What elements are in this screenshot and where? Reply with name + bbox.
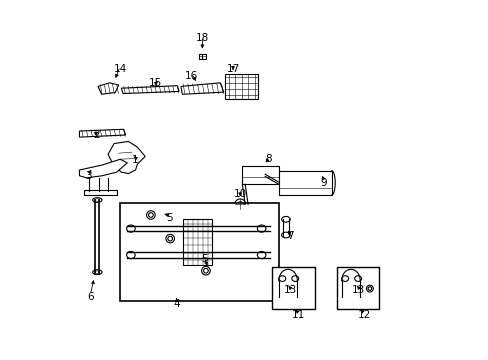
Text: 11: 11 (291, 310, 305, 320)
Polygon shape (80, 129, 125, 137)
Bar (199, 54, 205, 59)
Ellipse shape (281, 216, 290, 222)
Bar (272, 267, 314, 309)
Ellipse shape (93, 270, 102, 274)
Ellipse shape (278, 276, 285, 282)
Ellipse shape (95, 199, 100, 201)
Ellipse shape (167, 236, 172, 241)
Polygon shape (181, 83, 224, 94)
Bar (83, 190, 116, 195)
Ellipse shape (165, 234, 174, 243)
Ellipse shape (234, 199, 245, 210)
Polygon shape (98, 83, 119, 94)
Bar (242, 166, 278, 184)
Text: 18: 18 (195, 33, 208, 43)
Ellipse shape (146, 211, 155, 219)
Ellipse shape (281, 232, 290, 238)
Text: 15: 15 (149, 78, 162, 88)
Text: 10: 10 (233, 189, 246, 199)
Ellipse shape (203, 269, 208, 273)
Ellipse shape (367, 287, 371, 291)
Ellipse shape (126, 251, 135, 258)
Text: 14: 14 (113, 64, 126, 73)
Text: 2: 2 (93, 130, 100, 140)
Ellipse shape (257, 251, 265, 258)
Text: 9: 9 (320, 178, 326, 188)
Ellipse shape (291, 276, 298, 282)
Ellipse shape (93, 198, 102, 202)
Text: 5: 5 (201, 254, 207, 264)
Ellipse shape (148, 213, 153, 217)
Bar (336, 267, 378, 309)
Ellipse shape (341, 276, 348, 282)
Text: 13: 13 (351, 285, 365, 295)
Bar (120, 203, 279, 301)
Bar (225, 74, 258, 99)
Ellipse shape (126, 225, 135, 232)
Polygon shape (80, 159, 127, 178)
Text: 7: 7 (286, 231, 293, 242)
Text: 8: 8 (265, 154, 271, 164)
Bar (278, 171, 331, 195)
Ellipse shape (354, 276, 361, 282)
Ellipse shape (257, 225, 265, 232)
Text: 4: 4 (173, 299, 180, 309)
Bar (183, 219, 212, 265)
Text: 5: 5 (166, 212, 172, 222)
Text: 1: 1 (132, 156, 139, 165)
Polygon shape (121, 86, 179, 94)
Text: 3: 3 (84, 171, 91, 181)
Text: 16: 16 (184, 71, 198, 81)
Ellipse shape (366, 285, 372, 292)
Text: 6: 6 (87, 292, 93, 302)
Polygon shape (108, 141, 145, 174)
Text: 13: 13 (283, 285, 296, 295)
Ellipse shape (95, 271, 100, 273)
Ellipse shape (201, 266, 210, 275)
Text: 12: 12 (357, 310, 370, 320)
Ellipse shape (237, 202, 243, 207)
Text: 17: 17 (226, 64, 239, 73)
